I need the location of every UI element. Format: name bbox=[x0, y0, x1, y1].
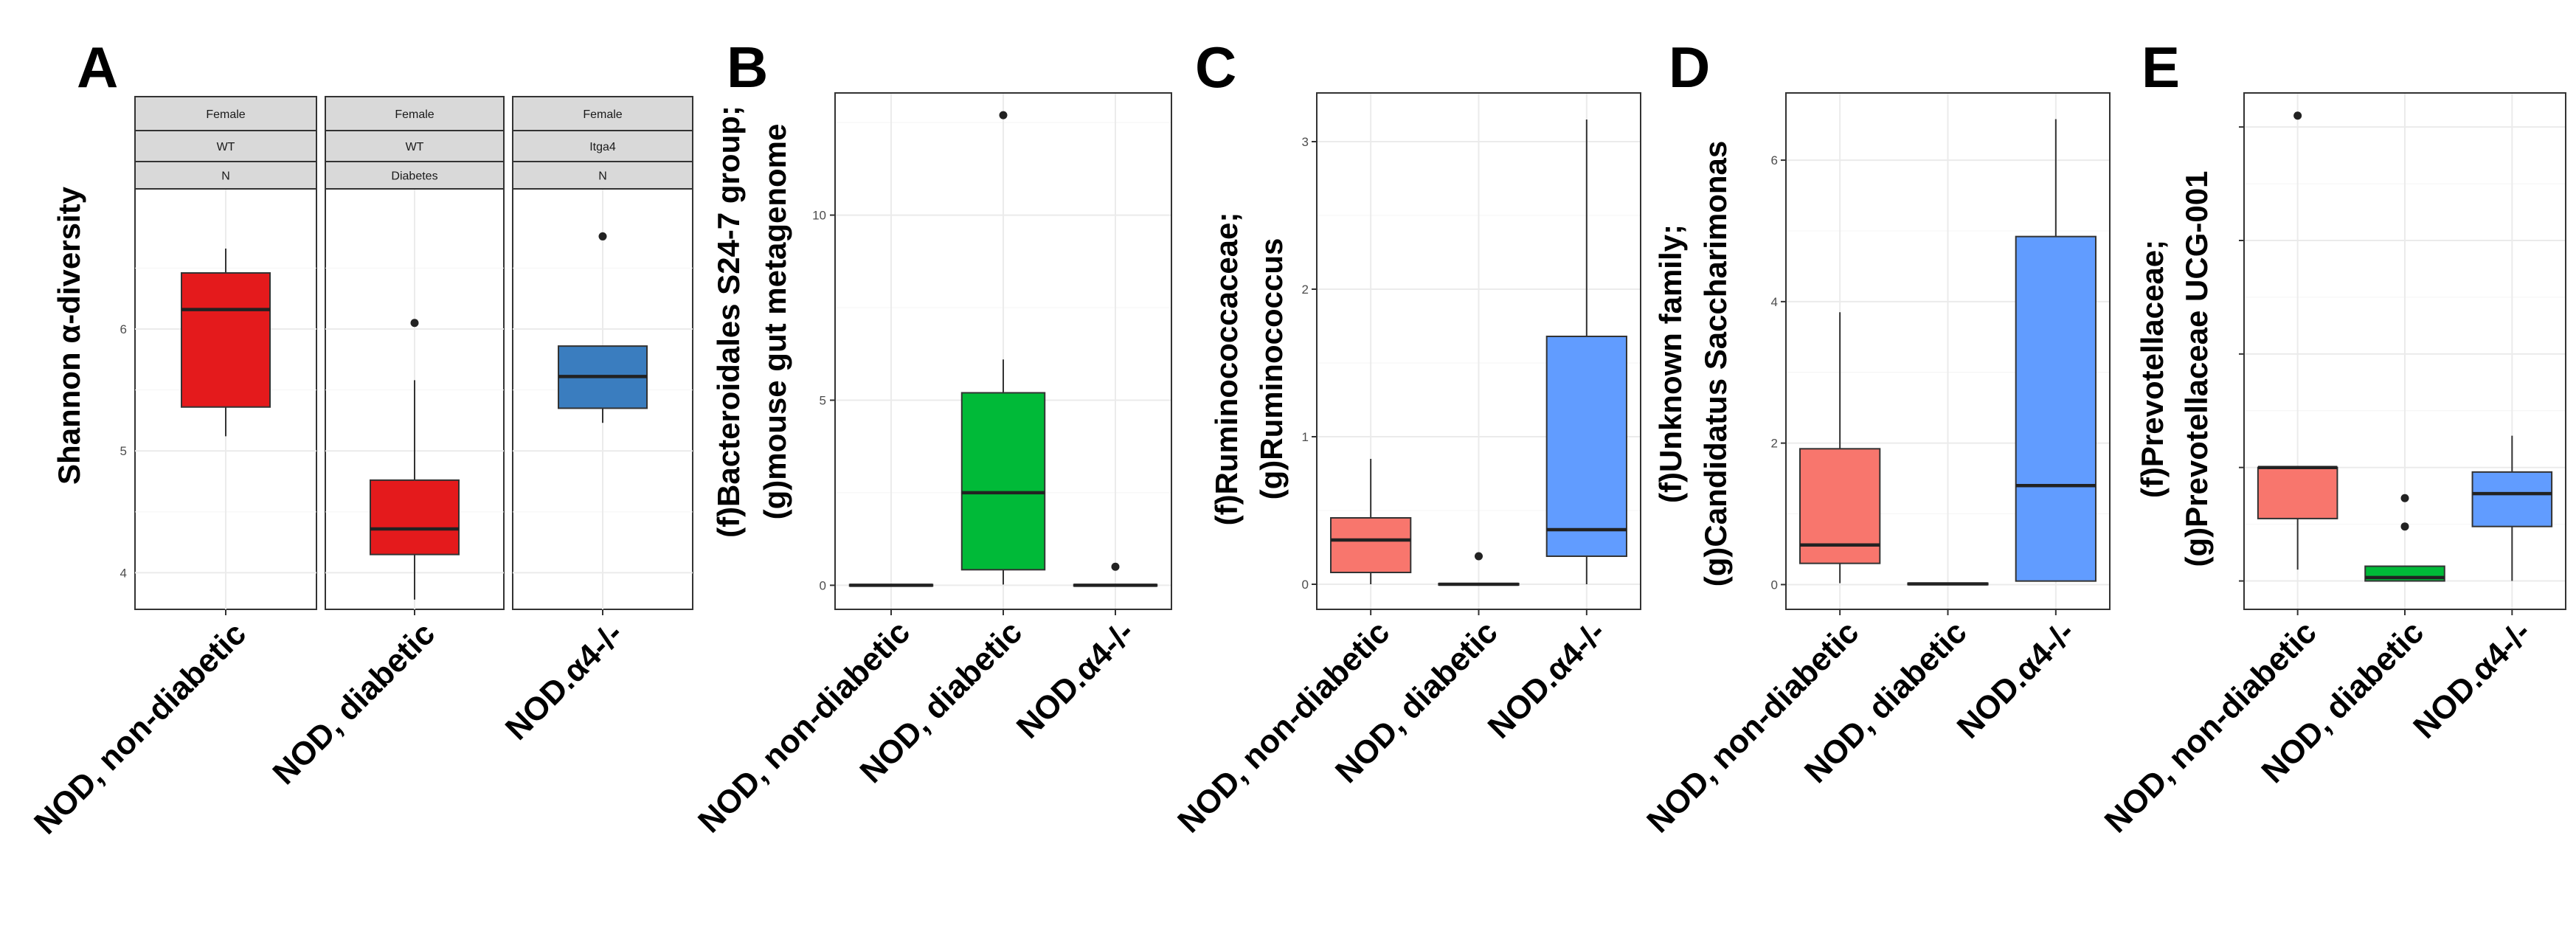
y-axis-label-line: (g)Candidatus Saccharimonas bbox=[1698, 141, 1733, 586]
y-tick-label: 0 bbox=[820, 578, 826, 592]
y-axis-label-line: (f)Bacteroidales S24-7 group; bbox=[711, 105, 746, 538]
facet-strip-label: N bbox=[598, 170, 607, 183]
y-axis-label: Shannon α-diversity bbox=[52, 186, 86, 485]
x-tick-label: NOD.α4-/- bbox=[2406, 614, 2538, 745]
x-tick-label: NOD.α4-/- bbox=[1010, 614, 1141, 745]
y-axis-label-line: (g)mouse gut metagenome bbox=[758, 124, 792, 520]
x-tick-label: NOD.α4-/- bbox=[1481, 614, 1613, 745]
panel-a: A Shannon α-diversity 4 5 6 Female WT N Female WT… bbox=[52, 35, 693, 615]
y-tick-label: 4 bbox=[1771, 295, 1778, 309]
y-axis-label-line: (f)Unknown family; bbox=[1653, 224, 1688, 503]
facet-strip bbox=[325, 161, 505, 190]
facet-strip-label: N bbox=[221, 170, 230, 183]
panel-e: E (f)Prevotellaceae; (g)Prevotellaceae UCG… bbox=[2135, 35, 2566, 615]
panel-label: D bbox=[1669, 35, 1710, 100]
facet-strip-label: Female bbox=[395, 108, 434, 121]
facet-strip bbox=[134, 130, 317, 162]
facet-strip-label: WT bbox=[217, 141, 235, 153]
x-tick-label: NOD, non-diabetic bbox=[27, 615, 253, 841]
y-axis-label-line: (g)Ruminococcus bbox=[1254, 238, 1289, 500]
x-tick-label: NOD.α4-/- bbox=[499, 615, 630, 747]
box-1 bbox=[1330, 517, 1412, 573]
facet-3: Female Itga4 N bbox=[512, 96, 693, 615]
y-tick-label: 2 bbox=[1771, 437, 1778, 451]
box-2 bbox=[370, 479, 460, 555]
panel-b: B (f)Bacteroidales S24-7 group; (g)mouse g… bbox=[711, 35, 1172, 615]
panel-label: B bbox=[727, 35, 768, 100]
outlier-point bbox=[1475, 552, 1483, 561]
plot-border bbox=[2243, 92, 2566, 610]
y-axis-label-line: (g)Prevotellaceae UCG-001 bbox=[2179, 171, 2214, 567]
x-tick-label: NOD, non-diabetic bbox=[1640, 614, 1866, 840]
facet-strip bbox=[134, 96, 317, 131]
box-3 bbox=[1545, 336, 1627, 557]
y-axis-label-line: (f)Ruminococcaceae; bbox=[1209, 212, 1244, 526]
x-tick-label: NOD, non-diabetic bbox=[2098, 614, 2324, 840]
outlier-point bbox=[999, 111, 1008, 120]
facet-strip-label: Female bbox=[583, 108, 622, 121]
facet-strip bbox=[325, 96, 505, 131]
y-tick-label: 4 bbox=[120, 566, 127, 580]
y-tick-label: 3 bbox=[1302, 135, 1309, 149]
y-tick-label: 10 bbox=[812, 209, 826, 223]
facet-strip-label: Diabetes bbox=[391, 170, 437, 183]
y-tick-label: 6 bbox=[1771, 153, 1778, 167]
x-tick-label: NOD, non-diabetic bbox=[691, 614, 917, 840]
outlier-point bbox=[2400, 494, 2409, 502]
facet-1: Female WT N bbox=[134, 96, 317, 615]
x-tick-label: NOD.α4-/- bbox=[1950, 614, 2082, 745]
facet-strip bbox=[325, 130, 505, 162]
facet-strip bbox=[512, 96, 693, 131]
y-tick-label: 6 bbox=[120, 322, 127, 336]
box-1 bbox=[2257, 466, 2338, 519]
plot-border bbox=[1785, 92, 2111, 610]
panel-label: A bbox=[77, 35, 118, 100]
y-tick-label: 1 bbox=[1302, 430, 1309, 444]
facet-strip-label: Female bbox=[206, 108, 245, 121]
box-3 bbox=[2471, 471, 2553, 527]
outlier-point bbox=[410, 319, 419, 328]
x-tick-label: NOD, non-diabetic bbox=[1171, 614, 1396, 840]
plot-border bbox=[834, 92, 1172, 610]
y-tick-label: 0 bbox=[1302, 578, 1309, 592]
facet-strip-label: Itga4 bbox=[589, 141, 616, 153]
y-tick-label: 0 bbox=[1771, 578, 1778, 592]
facet-2: Female WT Diabetes bbox=[325, 96, 505, 615]
y-tick-label: 2 bbox=[1302, 283, 1309, 297]
facet-strip-label: WT bbox=[406, 141, 424, 153]
box-1 bbox=[181, 272, 271, 408]
outlier-point bbox=[598, 232, 607, 240]
facet-strip bbox=[512, 130, 693, 162]
outlier-point bbox=[1111, 562, 1120, 571]
x-tick-label: NOD, diabetic bbox=[266, 615, 442, 792]
box-3 bbox=[2015, 235, 2097, 582]
facet-strip bbox=[512, 161, 693, 190]
panel-label: C bbox=[1195, 35, 1236, 100]
panel-c: C (f)Ruminococcaceae; (g)Ruminococcus 0 1 2 3 bbox=[1195, 35, 1641, 615]
outlier-point bbox=[2293, 111, 2302, 120]
outlier-point bbox=[2400, 522, 2409, 531]
plot-border bbox=[1316, 92, 1641, 610]
box-2 bbox=[960, 392, 1046, 571]
facet-strip bbox=[134, 161, 317, 190]
y-axis-label-line: (f)Prevotellaceae; bbox=[2135, 240, 2170, 498]
y-tick-label: 5 bbox=[120, 444, 127, 458]
y-tick-label: 5 bbox=[820, 393, 826, 407]
panel-label: E bbox=[2142, 35, 2180, 100]
panel-d: D (f)Unknown family; (g)Candidatus Sacchar… bbox=[1653, 35, 2111, 615]
